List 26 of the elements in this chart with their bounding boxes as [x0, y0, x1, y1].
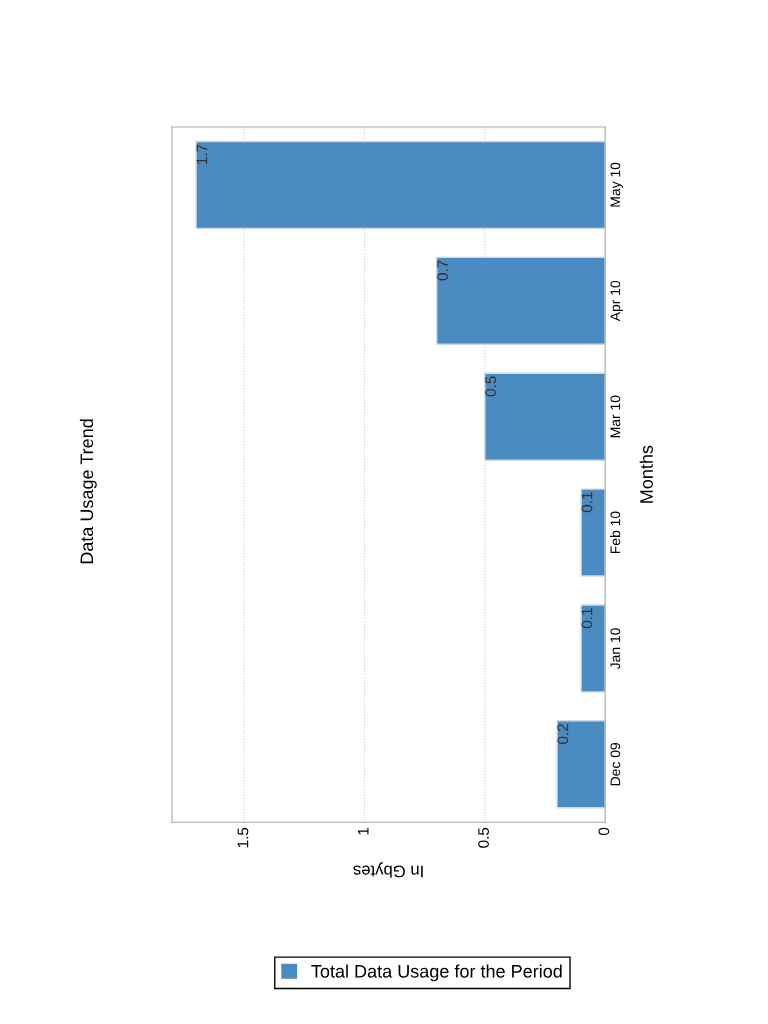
bar — [484, 372, 606, 461]
y-axis-title: Months — [639, 445, 653, 503]
y-tick-label: Jan 10 — [610, 628, 621, 670]
data-label: 0.5 — [485, 376, 497, 397]
x-tick-label: 0 — [598, 827, 610, 836]
x-tick-label: 0.5 — [478, 827, 489, 848]
data-label: 0.2 — [557, 724, 569, 744]
x-tick-label: 1 — [357, 827, 369, 835]
y-tick-label: Dec 09 — [610, 742, 621, 786]
y-tick-label: Mar 10 — [610, 395, 621, 438]
legend-label: Total Data Usage for the Period — [311, 964, 562, 982]
text: Data Usage Trend — [79, 419, 97, 564]
bar — [556, 720, 606, 809]
data-label: 0.7 — [437, 260, 448, 281]
bar — [580, 604, 606, 693]
bar — [580, 488, 606, 577]
data-label: 0.1 — [581, 492, 593, 513]
data-label: 1.7 — [196, 144, 208, 164]
x-tick-label: 1.5 — [237, 827, 249, 848]
y-tick-label: Feb 10 — [610, 511, 621, 554]
data-label: 0.1 — [581, 608, 593, 629]
y-tick-label: Apr 10 — [610, 280, 623, 322]
x-axis-title: In Gbytes — [353, 862, 423, 878]
y-tick-label: May 10 — [610, 162, 623, 207]
bar — [195, 140, 606, 230]
bar — [436, 256, 606, 345]
